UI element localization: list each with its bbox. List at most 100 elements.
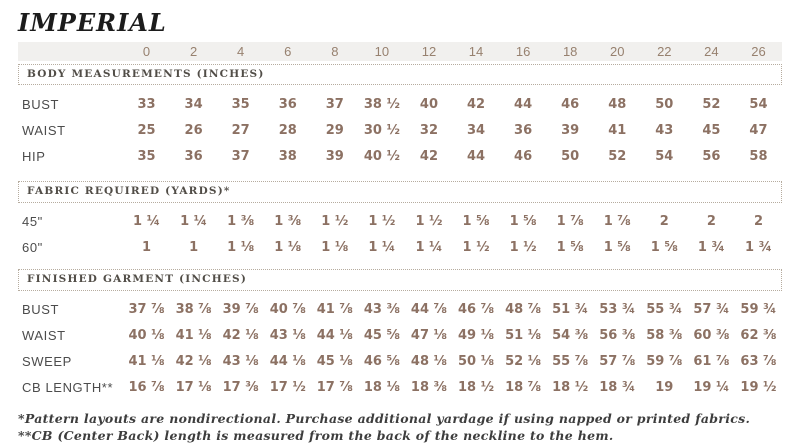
value-cell: 59 ⅞ [646, 354, 683, 370]
section-header: FINISHED GARMENT (INCHES) [18, 268, 782, 291]
table-row: BUST 33 34 35 36 37 38 ½ 40 42 44 46 48 50 52 54 [18, 91, 782, 117]
size-column-header: 18 [562, 43, 578, 59]
value-cell: 17 ⅛ [175, 380, 212, 396]
row-label: BUST [22, 302, 60, 318]
value-cell: 47 ⅛ [410, 328, 447, 344]
table-body: BODY MEASUREMENTS (INCHES) BUST 33 34 35 36 37… [18, 63, 782, 401]
value-cell: 52 [608, 148, 627, 164]
value-cell: 41 ⅛ [175, 328, 212, 344]
value-cell: 40 ⅞ [269, 302, 306, 318]
row-label: HIP [22, 148, 46, 164]
value-cell: 44 ⅛ [269, 354, 306, 370]
value-cell: 1 ½ [462, 240, 490, 256]
value-cell: 17 ⅞ [316, 380, 353, 396]
size-column-header: 0 [142, 43, 151, 59]
value-cell: 42 [466, 96, 486, 112]
value-cell: 43 ⅛ [222, 354, 259, 370]
value-cell: 2 [659, 214, 669, 230]
value-cell: 39 ⅞ [222, 302, 259, 318]
value-cell: 1 [142, 240, 152, 256]
value-cell: 1 ⅞ [603, 214, 631, 230]
value-cell: 60 ⅜ [693, 328, 730, 344]
value-cell: 58 [749, 148, 768, 164]
table-row: 45" 1 ¼ 1 ¼ 1 ⅜ 1 ⅜ 1 ½ 1 ½ 1 ½ 1 ⅝ 1 ⅝ 1 ⅞ 1 ⅞ 2 2 2 [18, 209, 782, 235]
value-cell: 35 [231, 96, 250, 112]
page-title: IMPERIAL [18, 8, 167, 37]
value-cell: 54 [749, 96, 768, 112]
table-row: HIP 35 36 37 38 39 40 ½ 42 44 46 50 52 54 56 58 [18, 143, 782, 169]
value-cell: 38 [278, 148, 297, 164]
value-cell: 17 ½ [269, 380, 306, 396]
value-cell: 1 ⅞ [556, 214, 584, 230]
value-cell: 53 ¾ [599, 302, 636, 318]
value-cell: 1 ⅛ [321, 240, 349, 256]
size-column-header: 26 [751, 43, 766, 59]
value-cell: 36 [278, 96, 297, 112]
value-cell: 44 ⅞ [410, 302, 447, 318]
value-cell: 1 ¼ [368, 240, 396, 256]
value-cell: 55 ¾ [646, 302, 683, 318]
size-column-header: 8 [331, 43, 339, 59]
value-cell: 19 ½ [740, 380, 777, 396]
value-cell: 43 ⅜ [363, 302, 400, 318]
value-cell: 33 [137, 96, 156, 112]
size-column-header: 4 [237, 43, 245, 59]
value-cell: 40 ½ [363, 148, 400, 164]
value-cell: 55 ⅞ [552, 354, 589, 370]
value-cell: 46 [561, 96, 580, 112]
size-header-row: 0 2 4 6 8 10 12 14 16 18 20 22 24 26 [18, 41, 782, 61]
value-cell: 1 ½ [368, 214, 396, 230]
table-row: WAIST 25 26 27 28 29 30 ½ 32 34 36 39 41 43 45 47 [18, 117, 782, 143]
size-column-header: 12 [421, 43, 437, 59]
value-cell: 52 ⅛ [505, 354, 542, 370]
footnote-cb-length: **CB (Center Back) length is measured fr… [18, 428, 614, 444]
value-cell: 62 ⅜ [740, 328, 777, 344]
value-cell: 1 ¼ [415, 240, 443, 256]
value-cell: 48 ⅞ [505, 302, 542, 318]
value-cell: 48 [608, 96, 627, 112]
section-title: FINISHED GARMENT (INCHES) [27, 272, 247, 285]
value-cell: 1 ¼ [133, 214, 161, 230]
footnotes: *Pattern layouts are nondirectional. Pur… [18, 411, 782, 446]
row-label: 45" [22, 214, 43, 230]
value-cell: 1 ⅜ [227, 214, 255, 230]
value-cell: 43 [655, 122, 674, 138]
value-cell: 56 [702, 148, 721, 164]
table-row: CB LENGTH** 16 ⅞ 17 ⅛ 17 ⅜ 17 ½ 17 ⅞ 18 ⅛ 18 ⅜ 1… [18, 375, 782, 401]
value-cell: 58 ⅜ [646, 328, 683, 344]
section-header: BODY MEASUREMENTS (INCHES) [18, 63, 782, 86]
value-cell: 41 ⅞ [316, 302, 353, 318]
value-cell: 51 ⅛ [505, 328, 542, 344]
value-cell: 16 ⅞ [128, 380, 165, 396]
value-cell: 1 ⅝ [650, 240, 678, 256]
value-cell: 41 [608, 122, 627, 138]
value-cell: 1 ⅝ [556, 240, 584, 256]
value-cell: 61 ⅞ [693, 354, 730, 370]
value-cell: 46 [514, 148, 533, 164]
value-cell: 32 [419, 122, 438, 138]
value-cell: 35 [137, 148, 156, 164]
value-cell: 59 ¾ [740, 302, 777, 318]
value-cell: 47 [749, 122, 768, 138]
value-cell: 18 ½ [457, 380, 495, 396]
value-cell: 43 ⅛ [269, 328, 306, 344]
value-cell: 19 ¼ [693, 380, 730, 396]
value-cell: 50 ⅛ [457, 354, 495, 370]
size-column-header: 2 [189, 43, 198, 59]
value-cell: 1 ⅛ [227, 240, 255, 256]
value-cell: 26 [184, 122, 203, 138]
value-cell: 1 ⅝ [603, 240, 631, 256]
table-row: WAIST 40 ⅛ 41 ⅛ 42 ⅛ 43 ⅛ 44 ⅛ 45 ⅝ 47 ⅛ 49 ⅛ 51 … [18, 323, 782, 349]
value-cell: 45 [702, 122, 721, 138]
value-cell: 37 [231, 148, 250, 164]
value-cell: 54 [655, 148, 674, 164]
value-cell: 50 [561, 148, 580, 164]
table-row: BUST 37 ⅞ 38 ⅞ 39 ⅞ 40 ⅞ 41 ⅞ 43 ⅜ 44 ⅞ 46 ⅞ 48 ⅞… [18, 297, 782, 323]
value-cell: 37 ⅞ [128, 302, 165, 318]
section-title: BODY MEASUREMENTS (INCHES) [27, 67, 265, 80]
value-cell: 45 ⅛ [316, 354, 353, 370]
row-label: BUST [22, 96, 60, 112]
footnote-pattern-layouts: *Pattern layouts are nondirectional. Pur… [18, 410, 751, 426]
value-cell: 2 [753, 214, 763, 230]
